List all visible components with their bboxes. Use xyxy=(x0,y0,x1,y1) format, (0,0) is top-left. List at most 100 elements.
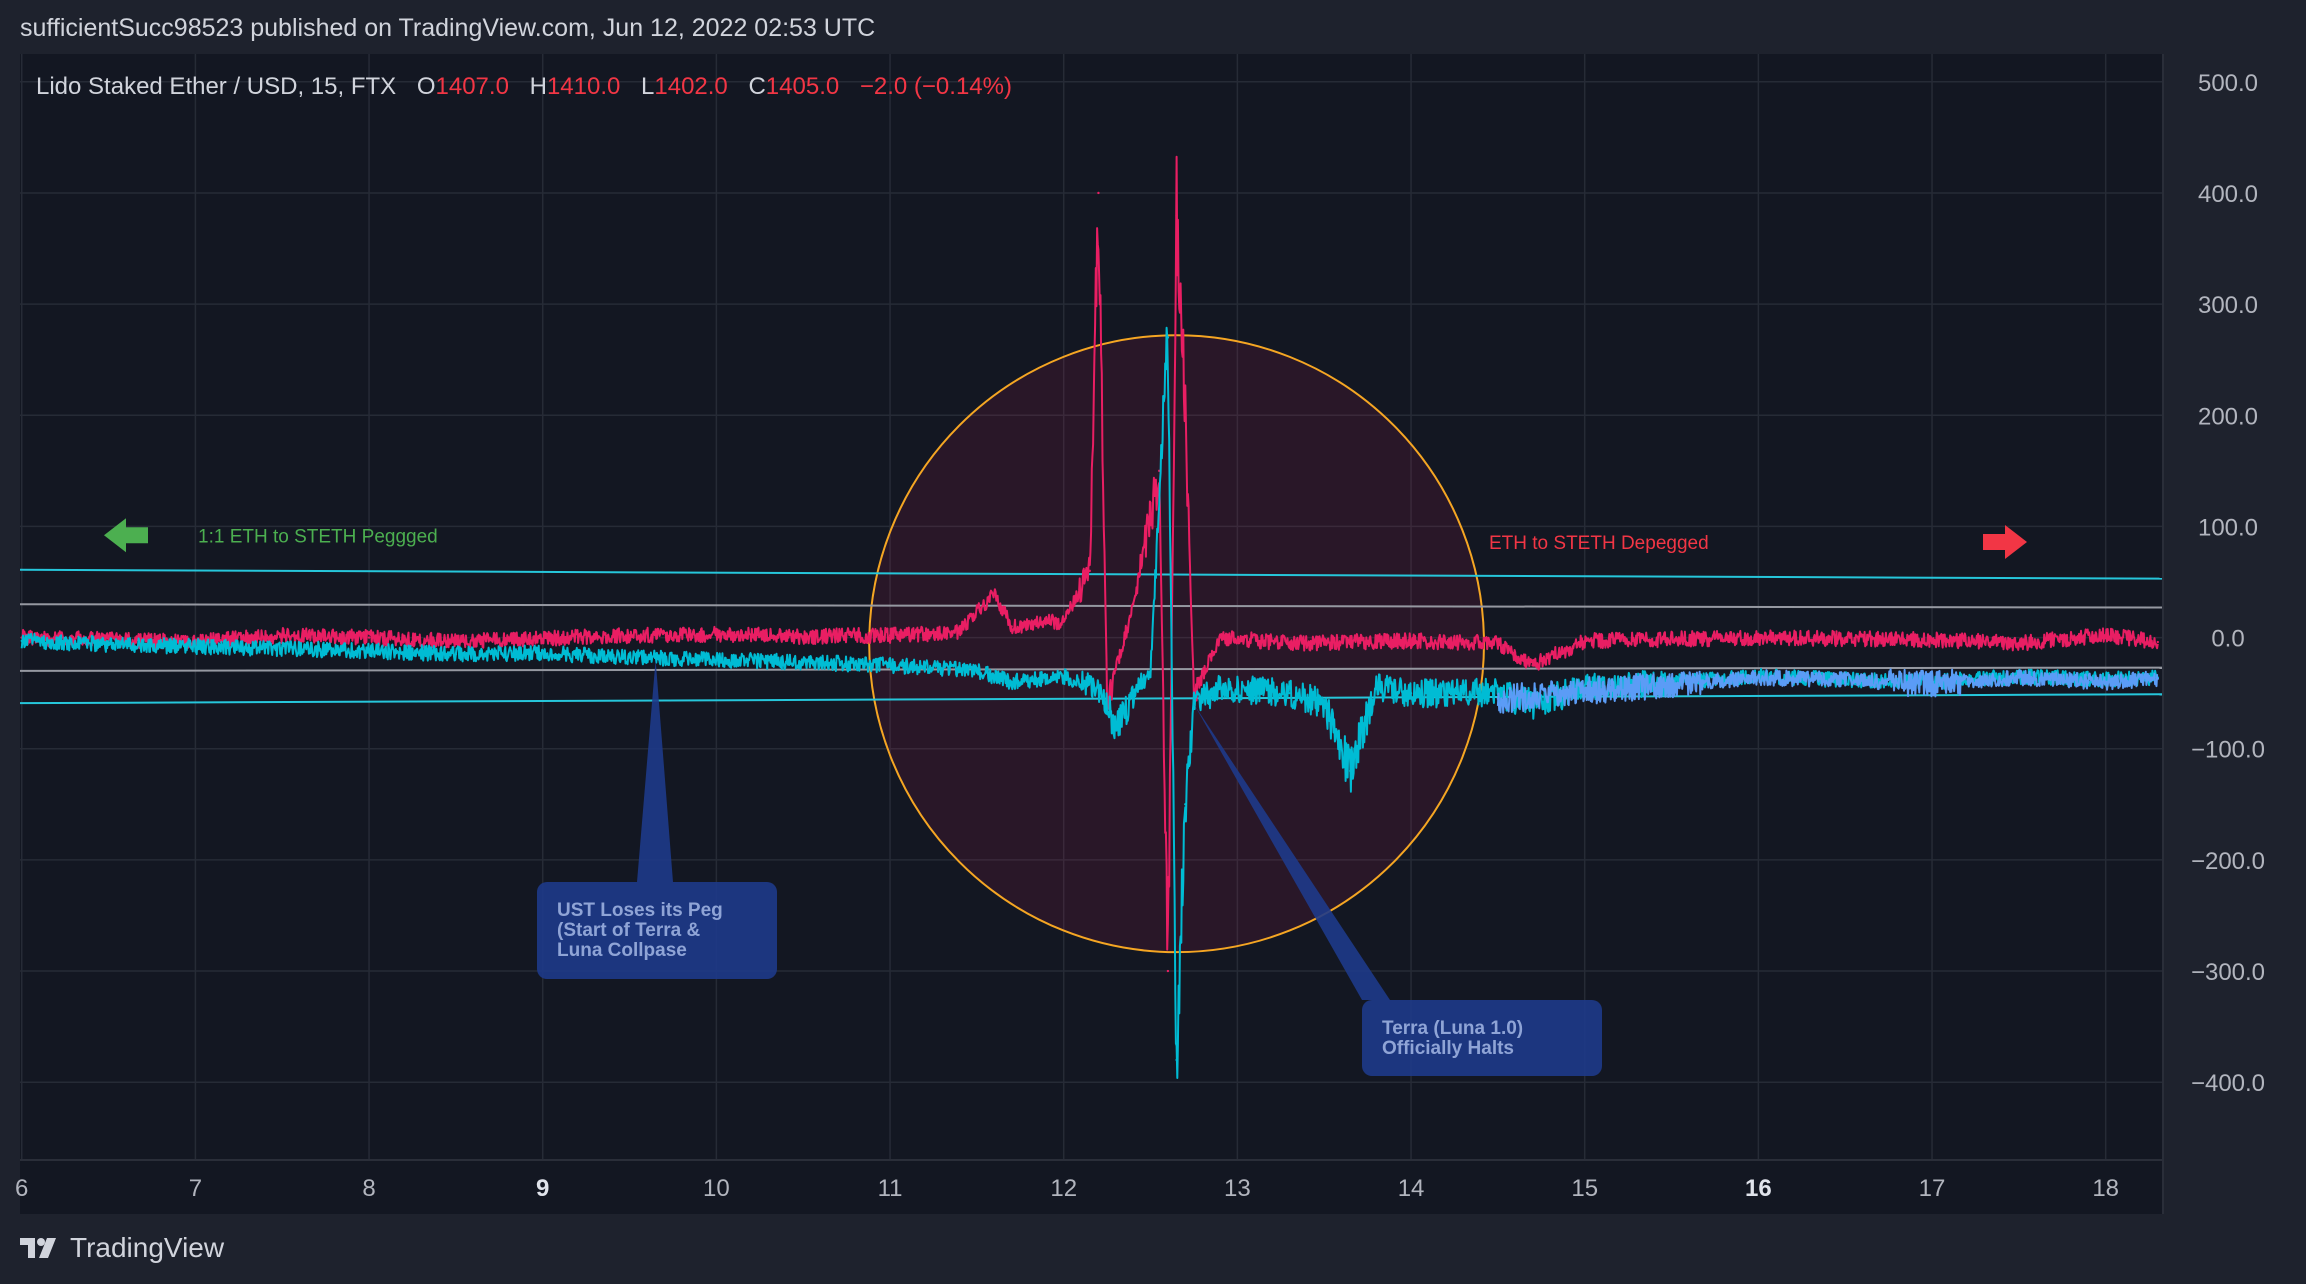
series-point xyxy=(20,639,23,643)
x-tick-label: 11 xyxy=(878,1175,903,1202)
callout-ust[interactable]: UST Loses its Peg(Start of Terra &Luna C… xyxy=(537,659,777,979)
y-tick-label: 500.0 xyxy=(2198,70,2258,97)
callout-terra-line: Terra (Luna 1.0) xyxy=(1382,1018,1523,1039)
series-point xyxy=(628,634,631,637)
callout-ust-pointer xyxy=(637,659,673,882)
left-arrow-icon[interactable] xyxy=(104,518,148,553)
x-tick-label: 9 xyxy=(536,1175,549,1202)
right-arrow-shape xyxy=(1983,524,2027,559)
y-tick-label: −400.0 xyxy=(2191,1070,2265,1097)
series-point xyxy=(1930,638,1934,641)
series-point xyxy=(1097,686,1100,689)
series-point xyxy=(454,653,458,656)
series-point xyxy=(715,658,718,661)
series-point xyxy=(107,643,110,646)
drawings-back xyxy=(19,334,2164,954)
series-point xyxy=(2017,676,2021,679)
left-arrow-shape xyxy=(104,518,148,553)
series-point xyxy=(1218,636,1222,639)
close-value: 1405.0 xyxy=(766,73,839,100)
series-point xyxy=(1184,803,1187,806)
low-label: L xyxy=(641,73,654,100)
series-point xyxy=(888,634,892,637)
series-point xyxy=(2156,677,2159,680)
series-point xyxy=(2156,640,2159,644)
series-point xyxy=(1088,569,1091,573)
y-tick-label: 300.0 xyxy=(2198,292,2258,319)
series-point xyxy=(1166,969,1170,973)
series-point xyxy=(888,664,892,667)
series-point xyxy=(541,651,544,655)
drawings-front[interactable]: 1:1 ETH to STETH Peggged ETH to STETH Dep… xyxy=(104,518,2027,1076)
right-arrow-icon[interactable] xyxy=(1983,524,2027,559)
inner-line-lower[interactable] xyxy=(19,666,2164,672)
series-layer xyxy=(20,155,2159,1079)
series-line xyxy=(20,155,2159,951)
series-point xyxy=(1097,191,1100,195)
series-point xyxy=(2104,680,2107,684)
x-tick-label: 8 xyxy=(362,1175,375,1202)
x-tick-label: 15 xyxy=(1571,1175,1598,1202)
series-point xyxy=(1496,697,1500,700)
series-point xyxy=(1175,1058,1178,1062)
change-value: −2.0 (−0.14%) xyxy=(860,73,1012,100)
series-point xyxy=(1496,641,1500,645)
series-point xyxy=(1288,691,1291,695)
callout-ust-line: UST Loses its Peg xyxy=(557,900,723,921)
series-point xyxy=(1062,675,1065,678)
callout-terra-box xyxy=(1362,1000,1602,1076)
y-tick-label: −100.0 xyxy=(2191,737,2265,764)
x-tick-label: 18 xyxy=(2092,1175,2119,1202)
x-tick-label: 12 xyxy=(1050,1175,1077,1202)
series-point xyxy=(367,636,371,639)
y-tick-label: 100.0 xyxy=(2198,514,2258,541)
high-label: H xyxy=(530,73,547,100)
x-tick-label: 7 xyxy=(189,1175,202,1202)
y-tick-label: 200.0 xyxy=(2198,403,2258,430)
series-point xyxy=(281,634,284,637)
series-point xyxy=(367,649,371,653)
y-tick-label: 400.0 xyxy=(2198,181,2258,208)
y-tick-label: −200.0 xyxy=(2191,848,2265,875)
inner-line-upper[interactable] xyxy=(19,603,2164,609)
series-point xyxy=(1192,703,1196,706)
series-point xyxy=(1218,686,1222,689)
series-point xyxy=(1409,639,1413,643)
channel-line-lower[interactable] xyxy=(19,693,2164,705)
low-value: 1402.0 xyxy=(654,73,727,100)
series-point xyxy=(1166,336,1170,339)
depeg-label: ETH to STETH Depegged xyxy=(1489,533,1709,554)
series-point xyxy=(802,635,805,638)
symbol-name: Lido Staked Ether / USD, 15, FTX xyxy=(36,73,396,100)
series-point xyxy=(715,633,718,636)
series-line xyxy=(20,326,2159,1079)
time-scale[interactable]: 6 7 8 9 10 11 12 13 14 15 16 17 18 xyxy=(15,1175,2119,1202)
series-point xyxy=(1131,603,1135,606)
series-point xyxy=(1010,625,1013,628)
symbol-legend: Lido Staked Ether / USD, 15, FTX O1407.0… xyxy=(36,73,1012,100)
series-point xyxy=(1843,678,1847,682)
series-point xyxy=(1375,686,1378,689)
peg-label: 1:1 ETH to STETH Peggged xyxy=(198,526,438,547)
branding[interactable]: TradingView xyxy=(20,1232,224,1264)
channel-line-upper[interactable] xyxy=(19,568,2164,580)
series-point xyxy=(802,660,805,664)
tradingview-logo-icon xyxy=(20,1238,56,1258)
series-point xyxy=(541,637,544,640)
series-point xyxy=(1531,664,1534,667)
series-point xyxy=(1930,683,1934,686)
x-tick-label: 16 xyxy=(1745,1175,1772,1202)
price-scale[interactable]: 500.0 400.0 300.0 200.0 100.0 0.0 −100.0 −200.0… xyxy=(2191,70,2265,1097)
tradingview-wordmark: TradingView xyxy=(70,1232,225,1263)
series-point xyxy=(958,630,961,634)
series-point xyxy=(281,647,284,650)
series-point xyxy=(993,591,996,595)
series-point xyxy=(1670,683,1673,686)
series-point xyxy=(194,645,197,648)
callout-terra[interactable]: Terra (Luna 1.0)Officially Halts xyxy=(1193,704,1602,1076)
series-point xyxy=(2017,641,2021,645)
callout-terra-pointer xyxy=(1193,704,1390,1000)
x-tick-label: 10 xyxy=(703,1175,730,1202)
series-point xyxy=(1757,676,1760,679)
